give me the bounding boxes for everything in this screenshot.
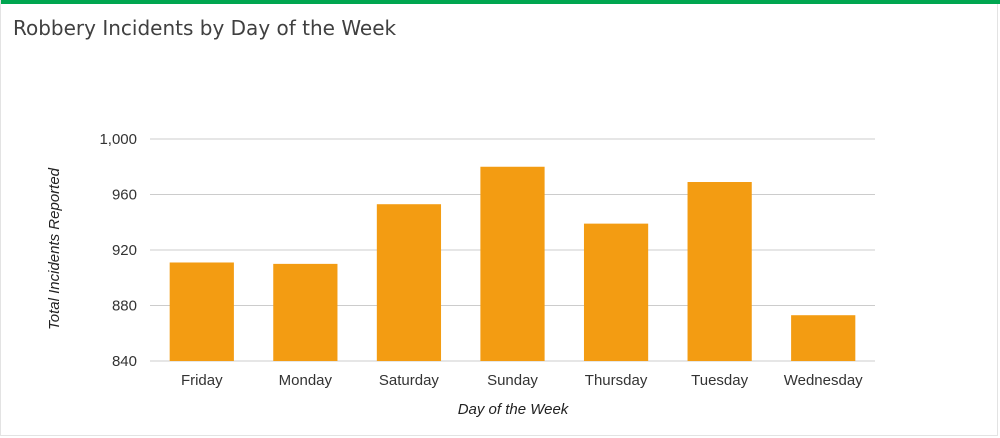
y-tick-label: 840 (112, 353, 137, 370)
bar-thursday[interactable] (583, 223, 649, 361)
bar-sunday[interactable] (480, 166, 545, 361)
accent-bar (1, 0, 1000, 4)
x-axis-ticks: Friday Monday Saturday Sunday Thursday Tuesda… (181, 372, 863, 389)
x-tick-label: Friday (181, 372, 223, 389)
bar-friday[interactable] (169, 262, 234, 361)
y-axis-title: Total Incidents Reported (46, 167, 63, 330)
y-tick-label: 920 (112, 242, 137, 259)
chart-title: Robbery Incidents by Day of the Week (13, 16, 397, 40)
y-tick-label: 960 (112, 187, 137, 204)
bar-wednesday[interactable] (791, 315, 856, 361)
bar-saturday[interactable] (376, 204, 442, 361)
x-tick-label: Saturday (379, 372, 440, 389)
y-tick-label: 880 (112, 298, 137, 315)
x-tick-label: Wednesday (784, 372, 863, 389)
bars (169, 166, 856, 361)
x-axis-title: Day of the Week (458, 401, 570, 418)
y-tick-label: 1,000 (99, 131, 137, 148)
bar-tuesday[interactable] (687, 182, 752, 361)
y-axis-ticks: 840 880 920 960 1,000 (99, 131, 137, 370)
x-tick-label: Sunday (487, 372, 538, 389)
x-tick-label: Monday (279, 372, 333, 389)
x-tick-label: Tuesday (691, 372, 748, 389)
bar-monday[interactable] (273, 263, 338, 361)
x-tick-label: Thursday (585, 372, 648, 389)
